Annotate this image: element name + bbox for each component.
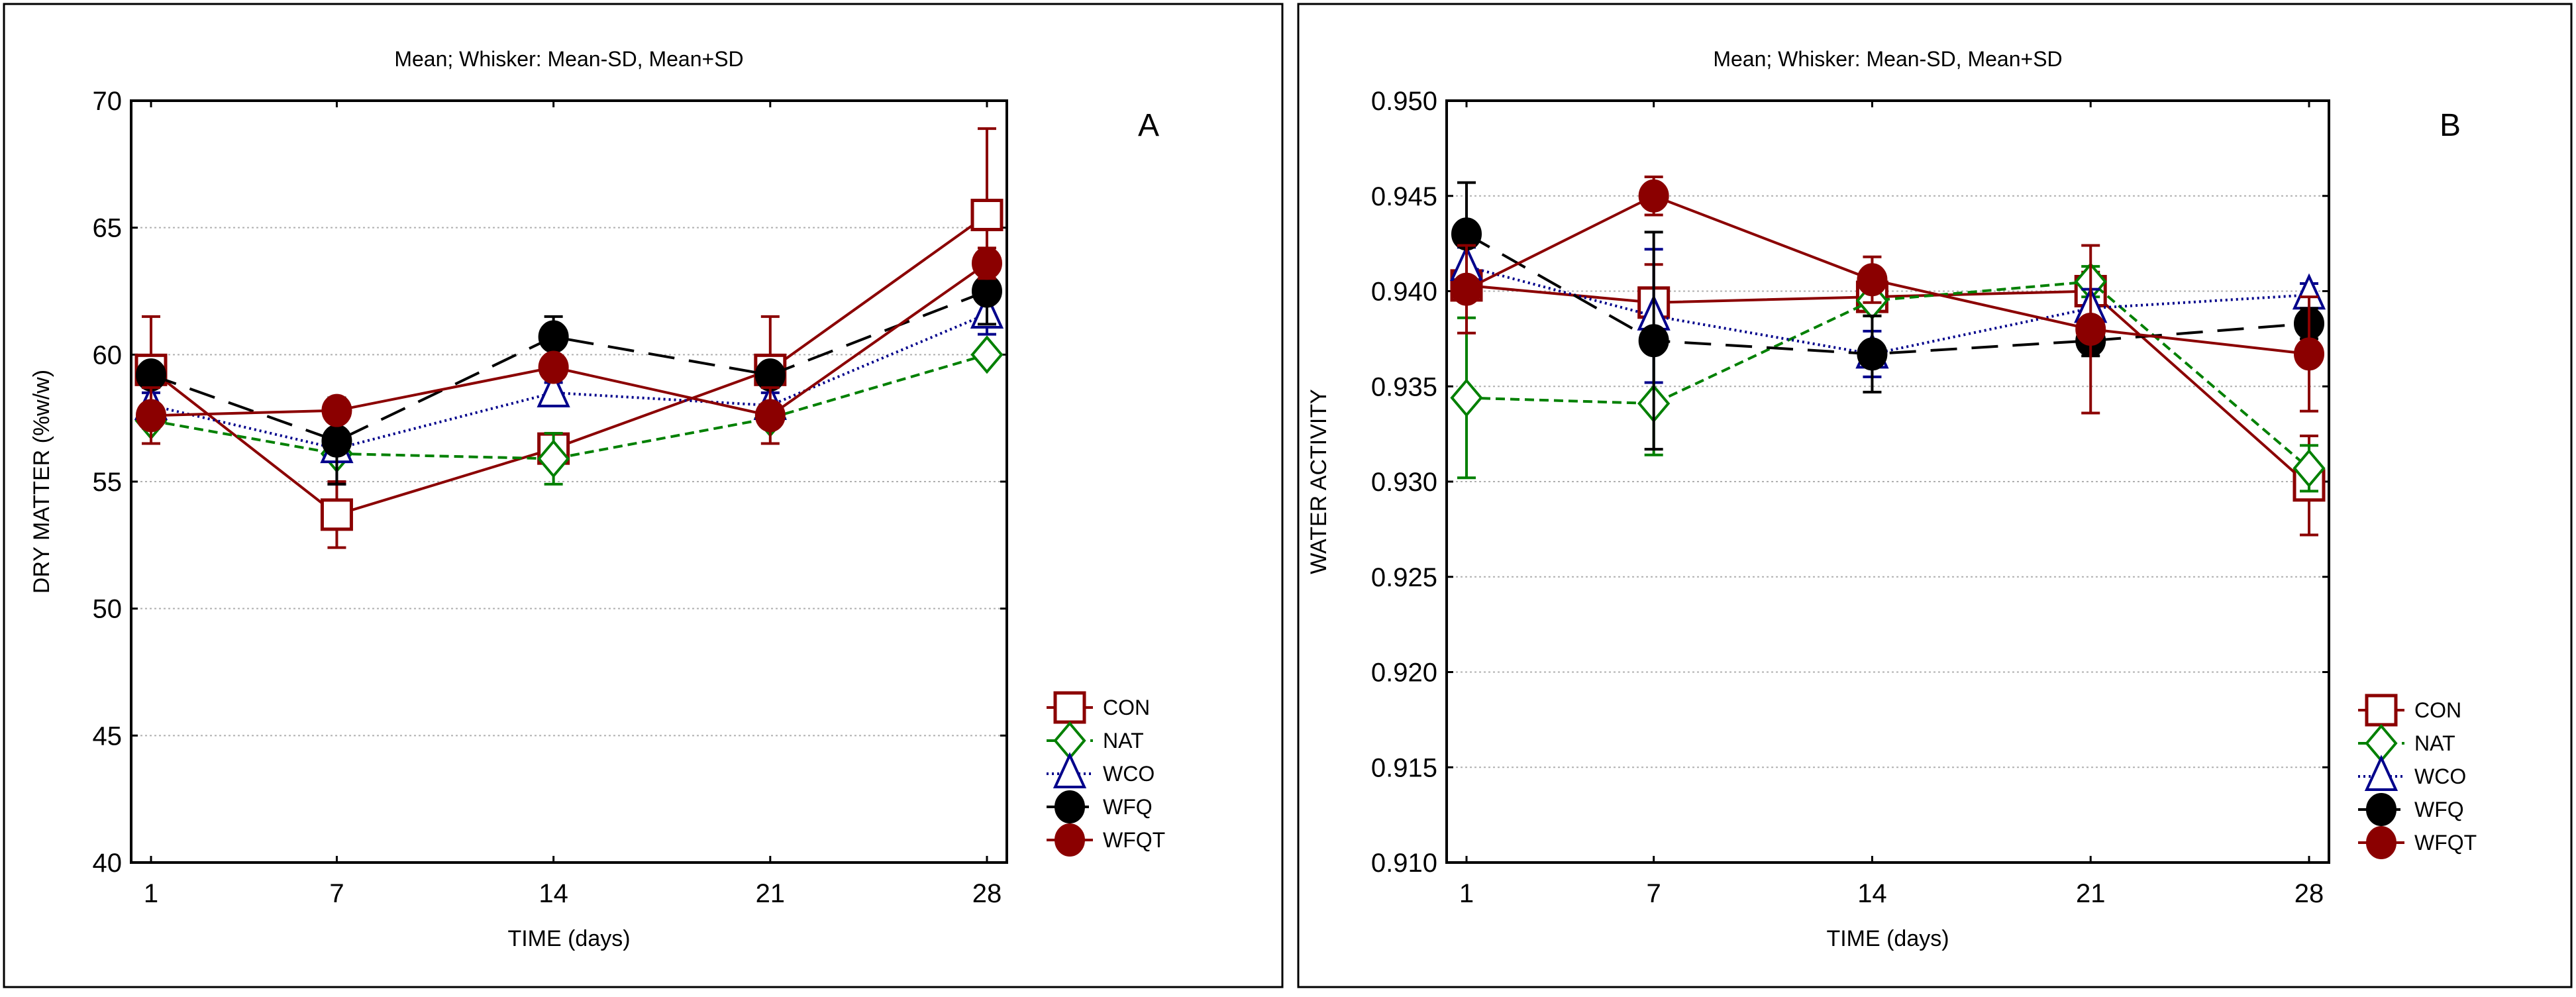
data-point xyxy=(970,335,1004,374)
x-tick-label: 1 xyxy=(1459,879,1474,908)
series-wfqt xyxy=(1451,176,2324,415)
legend-label: WCO xyxy=(1103,762,1155,786)
legend-marker xyxy=(1053,691,1086,724)
data-point xyxy=(972,274,1002,308)
data-point xyxy=(320,498,353,531)
x-tick-label: 14 xyxy=(1857,879,1887,908)
legend-label: WCO xyxy=(2414,764,2466,788)
y-tick-label: 0.915 xyxy=(1371,753,1437,782)
legend-label: NAT xyxy=(2414,731,2455,755)
data-point xyxy=(321,424,352,458)
y-tick-label: 60 xyxy=(93,341,123,370)
y-tick-label: 0.935 xyxy=(1371,372,1437,401)
legend-label: CON xyxy=(1103,696,1150,719)
data-point xyxy=(2293,448,2326,488)
y-tick-label: 0.920 xyxy=(1371,658,1437,688)
legend-label: WFQ xyxy=(2414,798,2464,821)
chart-title: Mean; Whisker: Mean-SD, Mean+SD xyxy=(1713,47,2062,71)
plot-frame xyxy=(1445,99,2330,864)
data-point xyxy=(321,394,352,427)
data-point xyxy=(136,399,166,433)
chart-panel-B: Mean; Whisker: Mean-SD, Mean+SD B 0.910 0.9… xyxy=(1297,3,2573,988)
data-point xyxy=(970,199,1004,231)
y-tick-label: 0.930 xyxy=(1371,468,1437,497)
data-point xyxy=(537,371,570,407)
data-point xyxy=(2294,337,2324,371)
y-axis-label: WATER ACTIVITY xyxy=(1306,389,1331,574)
legend-item-wfq: WFQ xyxy=(1047,790,1153,823)
legend-marker xyxy=(2366,793,2396,826)
data-point xyxy=(136,358,166,392)
series-wfq xyxy=(136,256,1002,486)
y-tick-label: 0.910 xyxy=(1371,849,1437,878)
y-tick-label: 0.940 xyxy=(1371,278,1437,307)
y-tick-label: 0.925 xyxy=(1371,563,1437,592)
x-axis-label: TIME (days) xyxy=(1826,926,1949,951)
data-point xyxy=(1857,337,1888,371)
legend-item-wfqt: WFQT xyxy=(2358,826,2477,859)
series-line xyxy=(150,289,988,443)
series-wfqt xyxy=(136,246,1002,445)
data-point xyxy=(538,350,569,384)
data-point xyxy=(537,439,570,478)
panel-label: B xyxy=(2440,108,2461,143)
legend-label: NAT xyxy=(1103,729,1144,753)
chart-panel-A: Mean; Whisker: Mean-SD, Mean+SD A 40 45 50 55… xyxy=(3,3,1284,988)
data-point xyxy=(538,320,569,354)
x-tick-label: 1 xyxy=(144,879,158,908)
series-line xyxy=(1466,265,2310,356)
legend-item-wco: WCO xyxy=(2358,755,2466,791)
data-point xyxy=(1450,378,1483,417)
legend-label: CON xyxy=(2414,698,2461,722)
legend-marker xyxy=(2364,755,2398,791)
y-tick-label: 0.945 xyxy=(1371,182,1437,211)
legend-marker xyxy=(1053,752,1087,788)
legend-marker xyxy=(2366,826,2396,859)
y-axis-label: DRY MATTER (%w/w) xyxy=(29,370,54,594)
y-tick-label: 50 xyxy=(93,595,123,624)
y-tick-label: 70 xyxy=(93,87,123,116)
y-tick-label: 0.950 xyxy=(1371,87,1437,116)
legend-item-wfq: WFQ xyxy=(2358,793,2464,826)
plot-frame xyxy=(130,99,1008,864)
y-tick-label: 45 xyxy=(93,721,123,751)
legend-label: WFQT xyxy=(2414,831,2477,855)
x-tick-label: 7 xyxy=(329,879,344,908)
y-tick-label: 40 xyxy=(93,849,123,878)
x-tick-label: 28 xyxy=(2294,879,2324,908)
panel-border xyxy=(1297,3,2573,988)
data-point xyxy=(2075,313,2106,346)
x-tick-label: 28 xyxy=(972,879,1002,908)
data-point xyxy=(754,399,786,433)
legend-item-wco: WCO xyxy=(1047,752,1155,788)
x-axis-label: TIME (days) xyxy=(507,926,630,951)
series-line xyxy=(150,353,988,460)
legend-marker xyxy=(1055,823,1085,857)
data-point xyxy=(1638,179,1669,213)
legend-item-wfqt: WFQT xyxy=(1047,823,1165,857)
data-point xyxy=(1857,263,1888,297)
legend-label: WFQT xyxy=(1103,828,1165,852)
data-point xyxy=(972,246,1002,280)
legend-marker xyxy=(1055,790,1085,823)
x-tick-label: 21 xyxy=(756,879,786,908)
legend-marker xyxy=(2365,694,2398,727)
data-point xyxy=(1638,324,1669,358)
panel-label: A xyxy=(1138,108,1159,143)
data-point xyxy=(754,358,786,392)
y-tick-label: 55 xyxy=(93,468,123,497)
x-tick-label: 14 xyxy=(539,879,568,908)
y-tick-label: 65 xyxy=(93,214,123,243)
legend-label: WFQ xyxy=(1103,795,1153,819)
chart-title: Mean; Whisker: Mean-SD, Mean+SD xyxy=(394,47,743,71)
x-tick-label: 7 xyxy=(1647,879,1661,908)
data-point xyxy=(1451,272,1482,306)
legend-item-con: CON xyxy=(1047,691,1150,724)
x-tick-label: 21 xyxy=(2076,879,2106,908)
